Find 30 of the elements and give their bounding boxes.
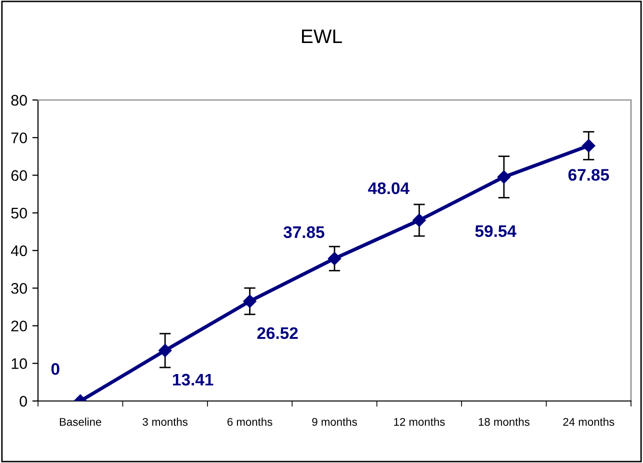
y-tick-label: 80 (11, 94, 27, 106)
x-tick-label: Baseline (60, 418, 102, 426)
data-label: 48.04 (368, 182, 410, 194)
data-label: 37.85 (283, 226, 324, 238)
x-tick-label: 24 months (563, 418, 614, 426)
data-label: 13.41 (173, 374, 214, 386)
y-tick-label: 50 (11, 208, 27, 219)
y-tick-label: 60 (11, 170, 27, 181)
y-tick-label: 10 (12, 358, 27, 370)
point (582, 139, 596, 152)
x-tick-label: 3 months (142, 418, 188, 426)
x-tick-label: 18 months (478, 418, 530, 426)
y-tick-label: 30 (11, 282, 27, 294)
y-tick-label: 20 (11, 320, 27, 332)
data-label: 0 (51, 363, 60, 375)
data-label: 26.52 (257, 327, 298, 340)
x-tick-label: 12 months (394, 418, 445, 426)
chart-title: EWL (302, 30, 342, 44)
y-tick-label: 0 (20, 396, 27, 407)
y-tick-label: 70 (11, 132, 27, 144)
point (497, 170, 511, 184)
x-tick-label: 6 months (228, 418, 272, 426)
data-label: 67.85 (568, 168, 610, 181)
point (243, 294, 256, 308)
data-label: 59.54 (475, 225, 516, 238)
point (328, 252, 342, 266)
y-tick-label: 40 (10, 245, 27, 256)
point (158, 344, 172, 358)
point (412, 214, 426, 227)
x-tick-label: 9 months (312, 418, 357, 426)
